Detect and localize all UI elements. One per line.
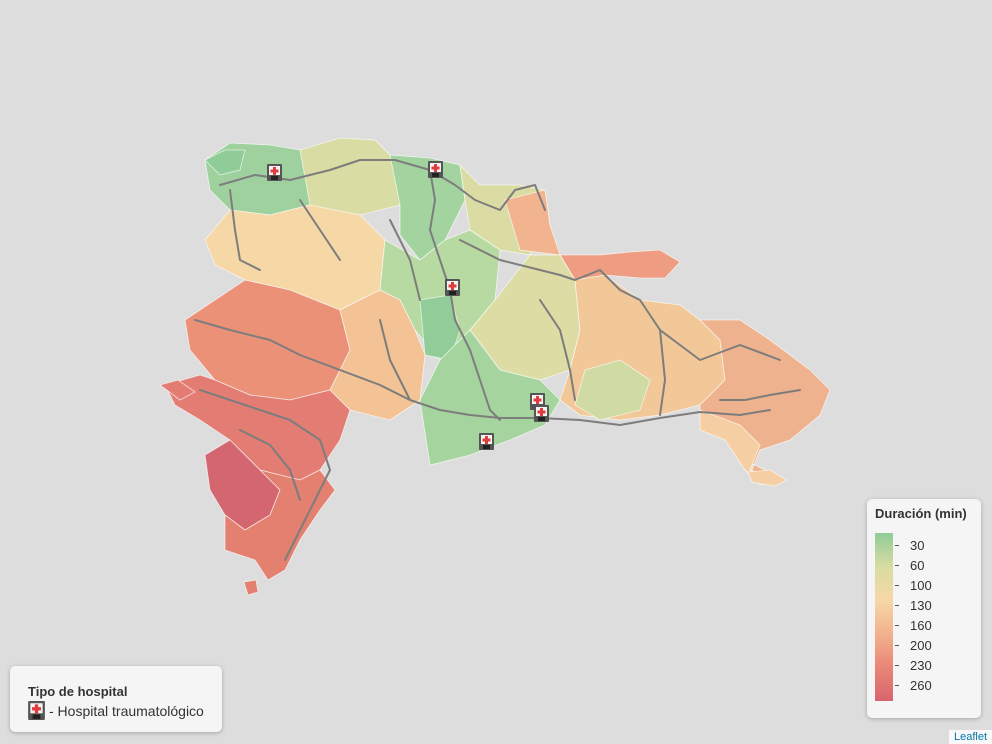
road-east-south xyxy=(659,329,666,416)
duration-legend: Duración (min) 30 60 100 130 160 200 230 260 xyxy=(867,499,981,718)
legend-tick-mark xyxy=(895,605,899,606)
region-southwest-coast xyxy=(164,374,351,481)
legend-tick-label: 60 xyxy=(910,558,925,573)
road-west-axis xyxy=(194,319,771,426)
hospital-icon xyxy=(28,701,45,720)
legend-tick-label: 130 xyxy=(910,598,932,613)
legend-title: Duración (min) xyxy=(875,506,967,521)
legend-tick-mark xyxy=(895,545,899,546)
legend-item-label: - Hospital traumatológico xyxy=(49,702,204,719)
hospital-icon[interactable] xyxy=(479,433,494,450)
road-east-north xyxy=(559,269,781,361)
road-nw-branch xyxy=(229,189,261,271)
region-gulf-west xyxy=(159,379,196,401)
legend-tick-label: 200 xyxy=(910,638,932,653)
legend-tick-mark xyxy=(895,645,899,646)
legend-tick-label: 30 xyxy=(910,538,925,553)
legend-tick-label: 160 xyxy=(910,618,932,633)
road-duarte xyxy=(429,169,501,421)
legend-tick-label: 260 xyxy=(910,678,932,693)
region-beata-island xyxy=(243,579,259,596)
region-saona xyxy=(747,469,788,487)
hospital-type-legend: Tipo de hospital - Hospital traumatológi… xyxy=(10,666,222,732)
legend-tick-mark xyxy=(895,665,899,666)
hospital-icon[interactable] xyxy=(534,405,549,422)
road-central xyxy=(539,299,576,401)
road-southwest xyxy=(199,389,331,561)
road-central-branch2 xyxy=(389,219,421,301)
road-central-branch xyxy=(459,239,561,276)
color-scale-bar xyxy=(875,533,893,701)
legend-tick-mark xyxy=(895,565,899,566)
road-southwest-2 xyxy=(239,429,301,501)
legend-tick-mark xyxy=(895,585,899,586)
road-nw-branch2 xyxy=(299,199,341,261)
region-north-coast xyxy=(299,137,411,216)
legend-tick-mark xyxy=(895,625,899,626)
road-south-branch xyxy=(379,319,411,401)
region-samana xyxy=(559,249,681,281)
legend-title: Tipo de hospital xyxy=(28,684,128,699)
legend-tick-mark xyxy=(895,685,899,686)
road-far-east xyxy=(719,389,801,401)
hospital-icon[interactable] xyxy=(445,279,460,296)
legend-tick-label: 100 xyxy=(910,578,932,593)
legend-tick-label: 230 xyxy=(910,658,932,673)
region-montecristi xyxy=(204,149,246,176)
region-barahona xyxy=(224,469,336,581)
hospital-markers[interactable] xyxy=(267,161,549,450)
road-network xyxy=(194,159,801,561)
country-regions xyxy=(159,137,831,596)
region-east-green xyxy=(574,359,651,421)
hospital-icon[interactable] xyxy=(428,161,443,178)
hospital-icon[interactable] xyxy=(267,164,282,181)
legend-item: - Hospital traumatológico xyxy=(28,701,204,720)
attribution-link[interactable]: Leaflet xyxy=(948,730,992,744)
